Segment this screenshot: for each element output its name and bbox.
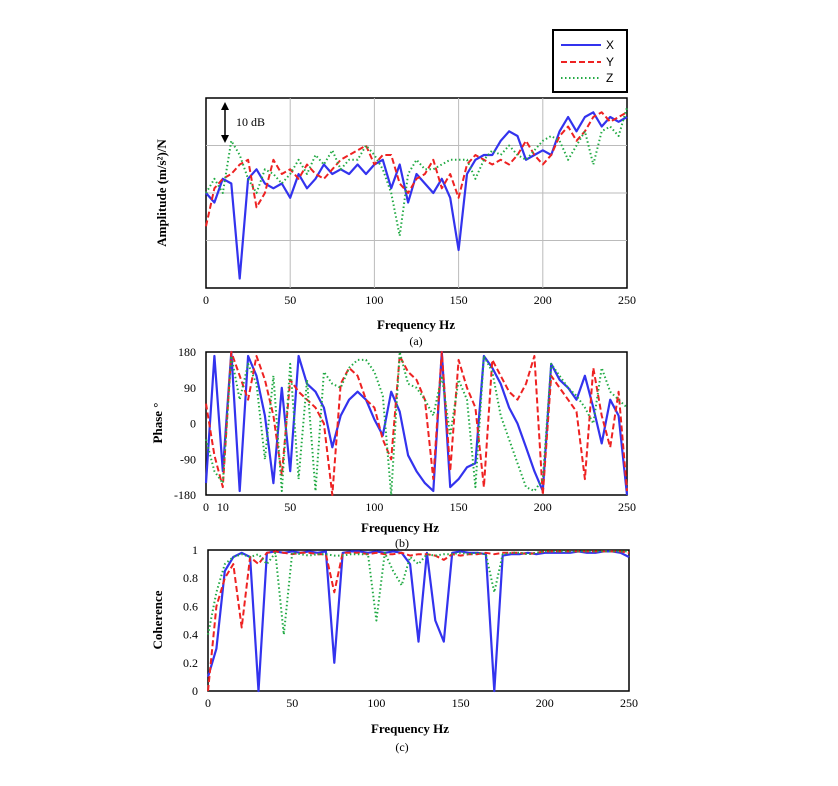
x-tick-label: 50 [284,500,296,514]
panel-a-grid [206,98,627,288]
y-tick-label: 1 [192,543,198,557]
panel-b-series [204,350,629,496]
series-line-y [207,550,630,692]
x-tick-label: 100 [367,696,385,710]
x-tick-label: 150 [452,696,470,710]
y-tick-label: -180 [174,488,196,502]
legend: X Y Z [552,29,628,93]
x-tick-label: 0 [205,696,211,710]
y-tick-label: 0 [190,417,196,431]
scale-bar-label: 10 dB [236,115,265,129]
x-tick-label: 100 [365,500,383,514]
panel-b-frame [205,351,628,496]
panel-c-ylabel: Coherence [150,590,165,649]
y-tick-label: 90 [184,381,196,395]
panel-c-series [206,550,630,693]
panel-b-caption: (b) [395,536,409,550]
panel-b: 0 10 50 100 150 200 250 180 90 0 -90 -180 Frequenc… [150,345,636,550]
x-tick-label: 250 [618,500,636,514]
panel-c: 0 50 100 150 200 250 1 0.8 0.6 0.4 0.2 0 Frequency… [150,543,638,754]
legend-label-y: Y [606,55,614,69]
panel-b-x-ticks: 0 10 50 100 150 200 250 [203,500,636,514]
x-tick-label: 50 [284,293,296,307]
y-tick-label: 0 [192,684,198,698]
y-tick-label: 0.8 [183,571,198,585]
scale-bar-arrow-down-icon [221,135,229,143]
series-line-z [205,351,628,496]
series-line-z [207,550,629,636]
y-tick-label: 0.2 [183,656,198,670]
x-tick-label: 200 [534,293,552,307]
x-tick-label: 250 [620,696,638,710]
y-tick-label: -90 [180,452,196,466]
x-tick-label: 0 [203,500,209,514]
series-line-x [204,350,629,496]
panel-a-xlabel: Frequency Hz [377,317,455,332]
x-tick-label: 150 [450,500,468,514]
x-tick-label: 10 [217,500,229,514]
panel-a-series [205,107,628,280]
x-tick-label: 100 [365,293,383,307]
legend-label-x: X [606,38,614,52]
x-tick-label: 250 [618,293,636,307]
scale-bar: 10 dB [221,102,265,143]
y-tick-label: 0.6 [183,599,198,613]
legend-label-z: Z [606,71,613,85]
scale-bar-arrow-up-icon [221,102,229,110]
x-tick-label: 0 [203,293,209,307]
series-line-y [205,351,628,496]
series-line-z [205,107,628,237]
panel-b-ylabel: Phase ° [150,403,165,444]
panel-c-x-ticks: 0 50 100 150 200 250 [205,696,638,710]
panel-a: 0 50 100 150 200 250 10 dB Frequency Hz Ampli… [154,97,636,348]
x-tick-label: 200 [534,500,552,514]
x-tick-label: 200 [536,696,554,710]
y-tick-label: 0.4 [183,628,198,642]
panel-c-frame [207,549,630,692]
panel-b-xlabel: Frequency Hz [361,520,439,535]
panel-a-ylabel: Amplitude (m/s²)/N [154,139,169,247]
panel-a-x-ticks: 0 50 100 150 200 250 [203,293,636,307]
y-tick-label: 180 [178,345,196,359]
series-line-y [205,111,628,227]
x-tick-label: 50 [286,696,298,710]
panel-c-xlabel: Frequency Hz [371,721,449,736]
panel-c-y-ticks: 1 0.8 0.6 0.4 0.2 0 [183,543,198,698]
x-tick-label: 150 [450,293,468,307]
panel-a-caption: (a) [409,334,422,348]
panel-c-caption: (c) [395,740,408,754]
panel-b-y-ticks: 180 90 0 -90 -180 [174,345,196,502]
